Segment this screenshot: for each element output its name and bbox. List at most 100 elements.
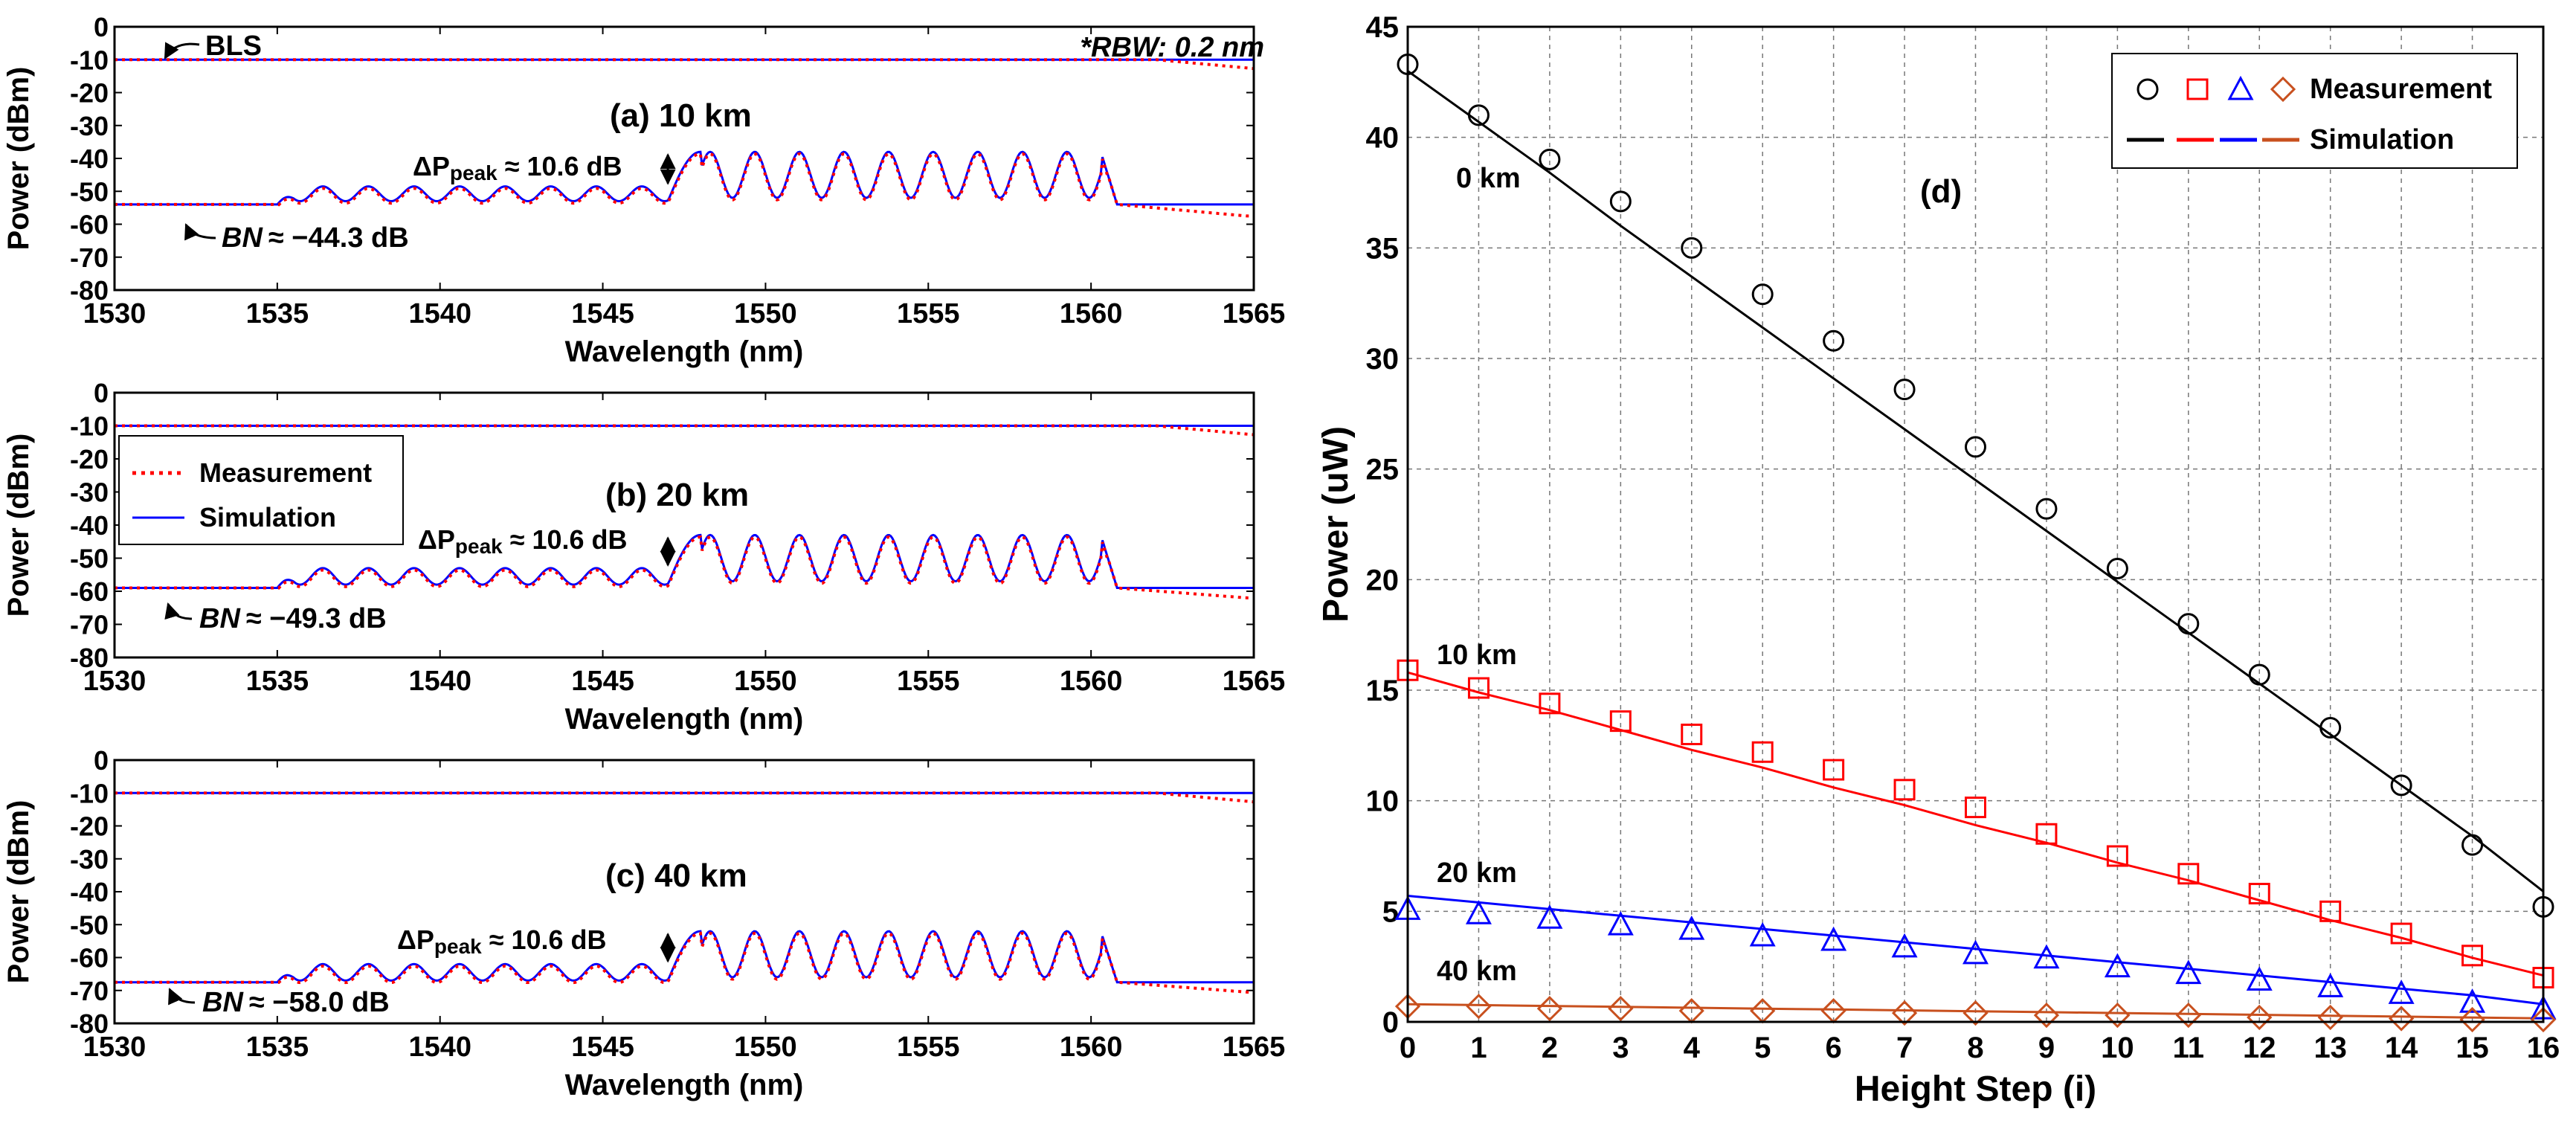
series-label: 0 km bbox=[1456, 163, 1521, 194]
simulation-trace bbox=[115, 930, 1254, 984]
x-tick-label: 16 bbox=[2527, 1032, 2560, 1064]
bn-annotation: BN ≈ −44.3 dB bbox=[184, 222, 409, 254]
y-tick-label: -20 bbox=[70, 811, 109, 842]
y-tick-label: -60 bbox=[70, 943, 109, 974]
x-tick-label: 1545 bbox=[571, 666, 634, 697]
y-tick-label: 35 bbox=[1366, 232, 1400, 265]
delta-prefix: ΔP bbox=[413, 151, 450, 181]
panel-label: (d) bbox=[1920, 173, 1962, 210]
y-tick-label: -10 bbox=[70, 778, 109, 808]
bn-value: ≈ −58.0 dB bbox=[249, 987, 390, 1018]
measurement-point-0km bbox=[1823, 329, 1845, 352]
measurement-point-40km bbox=[2459, 1006, 2485, 1033]
x-tick-label: 12 bbox=[2243, 1032, 2276, 1064]
measurement-point-0km bbox=[1609, 190, 1632, 213]
simulation-line-0km bbox=[1407, 70, 2544, 892]
bn-label: BN bbox=[222, 222, 263, 254]
y-tick-label: -70 bbox=[70, 610, 109, 640]
bls-measurement-trace bbox=[115, 791, 1255, 804]
y-tick-label: 20 bbox=[1366, 564, 1400, 596]
legend-marker-0km bbox=[2137, 78, 2159, 100]
x-tick-label: 1560 bbox=[1060, 1032, 1123, 1063]
delta-ppeak-annotation: ΔPpeak ≈ 10.6 dB bbox=[418, 524, 676, 567]
delta-value: ≈ 10.6 dB bbox=[505, 151, 622, 181]
panel-label: (b) 20 km bbox=[605, 477, 749, 513]
measurement-point-20km bbox=[1820, 926, 1847, 951]
y-tick-label: -80 bbox=[70, 275, 109, 306]
x-tick-label: 6 bbox=[1826, 1032, 1842, 1064]
measurement-point-20km bbox=[2175, 959, 2202, 985]
measurement-point-0km bbox=[2390, 774, 2412, 797]
x-tick-label: 5 bbox=[1754, 1032, 1771, 1064]
y-tick-label: 30 bbox=[1366, 343, 1400, 376]
measurement-point-10km bbox=[2177, 863, 2200, 885]
plot-frame bbox=[113, 25, 1255, 292]
panel-d-power-vs-step: 0 1 2 3 4 5 6 7 8 9 10 11 12 13 14 15 160510152025303540… bbox=[1316, 11, 2560, 1109]
svg-text:BN≈ −49.3 dB: BN ≈ −49.3 dB bbox=[199, 603, 387, 634]
measurement-point-40km bbox=[2105, 1002, 2131, 1029]
plot-frame bbox=[1406, 25, 2545, 1023]
y-tick-label: -70 bbox=[70, 976, 109, 1006]
measurement-point-10km bbox=[2319, 900, 2342, 922]
measurement-point-0km bbox=[1965, 436, 1986, 458]
measurement-point-0km bbox=[2177, 613, 2200, 635]
delta-ppeak-annotation: ΔPpeak ≈ 10.6 dB bbox=[397, 924, 676, 963]
y-axis-label: Power (uW) bbox=[1316, 426, 1356, 622]
measurement-point-20km bbox=[2246, 966, 2273, 991]
y-tick-label: 0 bbox=[94, 378, 109, 408]
measurement-point-10km bbox=[1539, 692, 1561, 715]
svg-text:BN≈ −44.3 dB: BN ≈ −44.3 dB bbox=[222, 222, 409, 254]
measurement-point-20km bbox=[1678, 915, 1705, 940]
measurement-point-20km bbox=[2104, 953, 2131, 978]
measurement-point-20km bbox=[2033, 944, 2060, 969]
y-tick-label: -40 bbox=[70, 144, 109, 174]
x-tick-label: 1540 bbox=[408, 1032, 471, 1063]
measurement-point-10km bbox=[1681, 723, 1703, 745]
bn-value: ≈ −44.3 dB bbox=[268, 222, 409, 254]
measurement-point-40km bbox=[1891, 1000, 1918, 1026]
measurement-point-0km bbox=[1539, 148, 1561, 170]
bn-annotation: BN ≈ −49.3 dB bbox=[164, 602, 387, 634]
x-axis-label: Wavelength (nm) bbox=[565, 703, 804, 736]
measurement-point-10km bbox=[2461, 945, 2484, 967]
measurement-point-10km bbox=[2106, 845, 2128, 867]
measurement-point-10km bbox=[2035, 823, 2058, 845]
measurement-trace bbox=[115, 931, 1254, 994]
simulation-trace bbox=[115, 150, 1254, 206]
y-tick-label: -10 bbox=[70, 411, 109, 442]
y-axis-label: Power (dBm) bbox=[2, 434, 35, 617]
x-axis-label: Wavelength (nm) bbox=[565, 1069, 804, 1101]
bn-value: ≈ −49.3 dB bbox=[246, 603, 387, 634]
x-tick-label: 10 bbox=[2101, 1032, 2134, 1064]
legend-marker-40km bbox=[2270, 76, 2296, 103]
legend: Measurement Simulation bbox=[2111, 53, 2518, 169]
x-tick-label: 11 bbox=[2173, 1032, 2204, 1064]
measurement-point-40km bbox=[2033, 1002, 2060, 1029]
svg-text:ΔPpeak≈ 10.6 dB: ΔPpeak ≈ 10.6 dB bbox=[413, 151, 622, 184]
x-tick-label: 4 bbox=[1684, 1032, 1701, 1064]
x-tick-label: 1550 bbox=[734, 1032, 797, 1063]
delta-prefix: ΔP bbox=[418, 524, 455, 555]
series-label: 40 km bbox=[1437, 956, 1517, 987]
y-tick-label: -20 bbox=[70, 444, 109, 474]
x-tick-label: 1555 bbox=[897, 298, 960, 329]
y-axis-label: Power (dBm) bbox=[2, 67, 35, 251]
x-tick-label: 1540 bbox=[408, 666, 471, 697]
measurement-point-40km bbox=[1536, 996, 1562, 1022]
measurement-point-0km bbox=[2035, 498, 2058, 520]
x-tick-label: 2 bbox=[1542, 1032, 1558, 1064]
svg-text:ΔPpeak≈ 10.6 dB: ΔPpeak ≈ 10.6 dB bbox=[418, 524, 628, 558]
delta-ppeak-annotation: ΔPpeak ≈ 10.6 dB bbox=[413, 151, 676, 185]
delta-sub: peak bbox=[450, 161, 498, 184]
x-tick-label: 3 bbox=[1612, 1032, 1629, 1064]
plot-frame bbox=[113, 391, 1255, 659]
y-tick-label: -30 bbox=[70, 844, 109, 875]
measurement-point-10km bbox=[2390, 922, 2412, 945]
measurement-point-10km bbox=[1965, 797, 1986, 819]
x-tick-label: 14 bbox=[2385, 1032, 2418, 1064]
x-tick-label: 1565 bbox=[1223, 666, 1286, 697]
x-tick-label: 1 bbox=[1470, 1032, 1487, 1064]
measurement-point-0km bbox=[2106, 557, 2128, 579]
x-tick-label: 7 bbox=[1896, 1032, 1913, 1064]
rbw-annotation: *RBW: 0.2 nm bbox=[1080, 32, 1264, 63]
